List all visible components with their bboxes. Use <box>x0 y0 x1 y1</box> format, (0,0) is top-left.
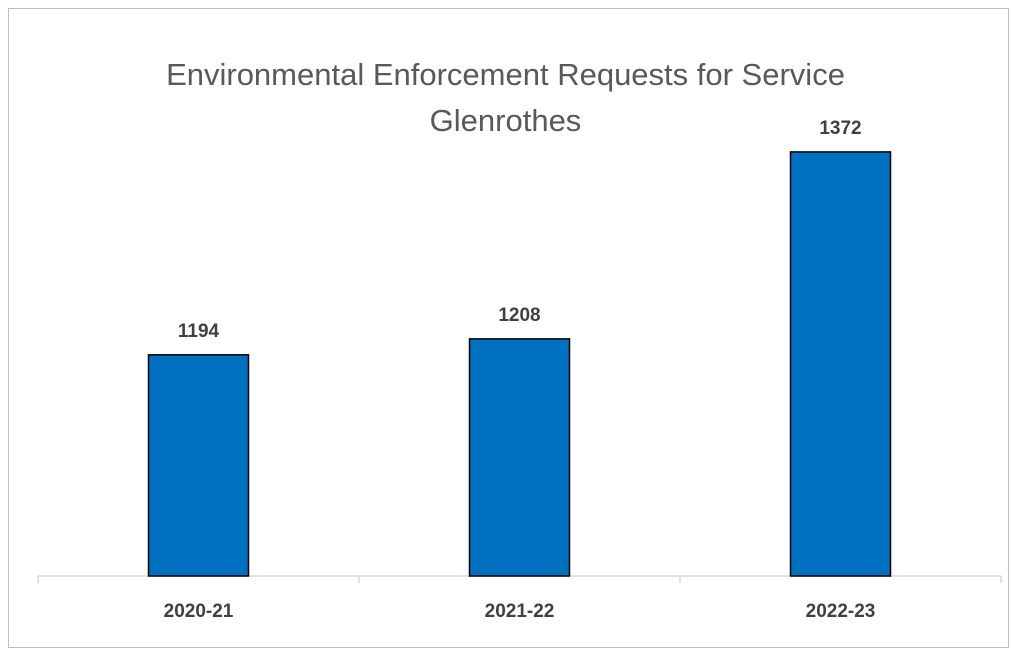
chart-subtitle-line: Glenrothes <box>429 103 582 138</box>
chart-title-line: Environmental Enforcement Requests for S… <box>166 57 845 92</box>
category-labels-group: 2020-21 2021-22 2022-23 <box>164 601 876 622</box>
data-label-2022-23: 1372 <box>819 118 861 139</box>
category-label-2022-23: 2022-23 <box>806 601 876 622</box>
x-axis-ticks <box>37 576 1002 583</box>
data-label-2020-21: 1194 <box>178 321 220 342</box>
category-label-2020-21: 2020-21 <box>164 601 234 622</box>
bar-chart-plot: 1194 1208 1372 2020-21 2021-22 2022-23 <box>37 118 1002 622</box>
category-label-2021-22: 2021-22 <box>485 601 555 622</box>
bar-2022-23 <box>789 151 892 577</box>
bar-2021-22 <box>468 338 571 577</box>
data-labels-group: 1194 1208 1372 <box>178 118 862 342</box>
bars-group <box>147 151 892 577</box>
chart-title: Environmental Enforcement Requests for S… <box>0 52 1011 144</box>
bar-2020-21 <box>147 354 250 577</box>
data-label-2021-22: 1208 <box>498 305 540 326</box>
